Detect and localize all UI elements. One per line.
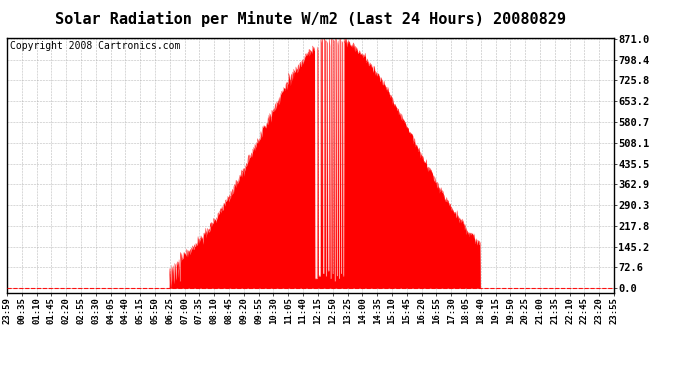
Text: Solar Radiation per Minute W/m2 (Last 24 Hours) 20080829: Solar Radiation per Minute W/m2 (Last 24… [55,11,566,27]
Text: Copyright 2008 Cartronics.com: Copyright 2008 Cartronics.com [10,41,180,51]
